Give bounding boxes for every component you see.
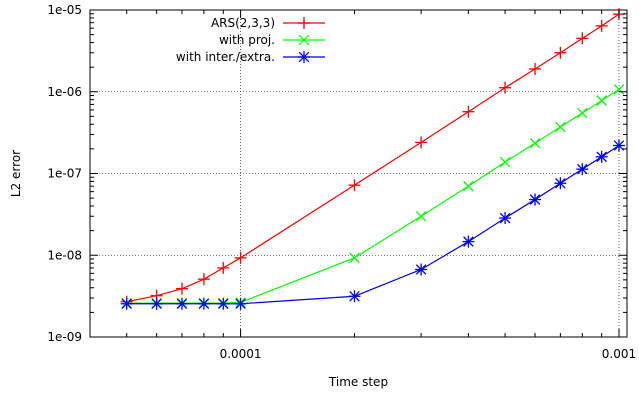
y-tick-label: 1e-07 bbox=[47, 167, 82, 181]
data-point bbox=[463, 180, 474, 192]
y-tick-label: 1e-09 bbox=[47, 330, 82, 344]
data-point bbox=[529, 137, 541, 149]
series-group bbox=[120, 8, 625, 310]
data-point bbox=[234, 251, 247, 264]
data-point bbox=[415, 210, 427, 222]
data-point bbox=[150, 297, 163, 310]
data-point bbox=[175, 297, 188, 310]
data-point bbox=[554, 46, 567, 59]
y-axis-label: L2 error bbox=[9, 150, 23, 197]
y-tick-label: 1e-06 bbox=[47, 85, 82, 99]
legend-entry: with proj. bbox=[219, 33, 325, 47]
data-point bbox=[217, 297, 230, 310]
data-point bbox=[555, 121, 566, 133]
legend-marker bbox=[298, 17, 310, 29]
legend: ARS(2,3,3) with proj. with inter./extra. bbox=[176, 16, 325, 64]
data-point bbox=[348, 290, 361, 303]
data-point bbox=[462, 105, 475, 118]
y-tick-label: 1e-05 bbox=[47, 3, 82, 17]
data-point bbox=[348, 179, 361, 192]
data-point bbox=[415, 263, 428, 276]
data-point bbox=[612, 139, 625, 152]
data-point bbox=[197, 297, 210, 310]
data-point bbox=[415, 136, 428, 149]
data-point bbox=[595, 19, 608, 32]
data-point bbox=[349, 252, 360, 264]
data-point bbox=[499, 156, 511, 168]
axis-ticks: 1e-09 1e-08 1e-07 1e-06 1e-05 0.0001 0.001 bbox=[47, 3, 636, 361]
data-point bbox=[554, 177, 567, 190]
data-point bbox=[120, 297, 133, 310]
x-tick-label: 0.0001 bbox=[220, 347, 262, 361]
data-point bbox=[217, 261, 230, 274]
legend-marker bbox=[298, 34, 310, 46]
series-3 bbox=[120, 139, 625, 310]
legend-entry: with inter./extra. bbox=[176, 50, 325, 64]
data-point bbox=[596, 95, 607, 106]
data-point bbox=[529, 193, 542, 206]
data-point bbox=[499, 81, 512, 94]
data-point bbox=[576, 32, 589, 45]
y-tick-label: 1e-08 bbox=[47, 248, 82, 262]
legend-label: ARS(2,3,3) bbox=[211, 16, 275, 30]
legend-entry: ARS(2,3,3) bbox=[211, 16, 325, 30]
series-2 bbox=[121, 84, 625, 309]
legend-marker bbox=[298, 51, 310, 63]
data-point bbox=[577, 107, 588, 119]
data-point bbox=[613, 84, 625, 95]
data-point bbox=[197, 273, 210, 286]
x-tick-label: 0.001 bbox=[602, 347, 636, 361]
data-point bbox=[595, 150, 608, 163]
data-point bbox=[234, 297, 247, 310]
data-point bbox=[576, 163, 589, 176]
grid bbox=[90, 10, 627, 337]
legend-label: with proj. bbox=[219, 33, 275, 47]
x-axis-label: Time step bbox=[328, 375, 388, 389]
data-point bbox=[462, 235, 475, 248]
data-point bbox=[499, 212, 512, 225]
data-point bbox=[529, 62, 542, 75]
series-1 bbox=[120, 8, 625, 308]
data-point bbox=[175, 282, 188, 295]
legend-label: with inter./extra. bbox=[176, 50, 275, 64]
series-line bbox=[126, 88, 620, 304]
